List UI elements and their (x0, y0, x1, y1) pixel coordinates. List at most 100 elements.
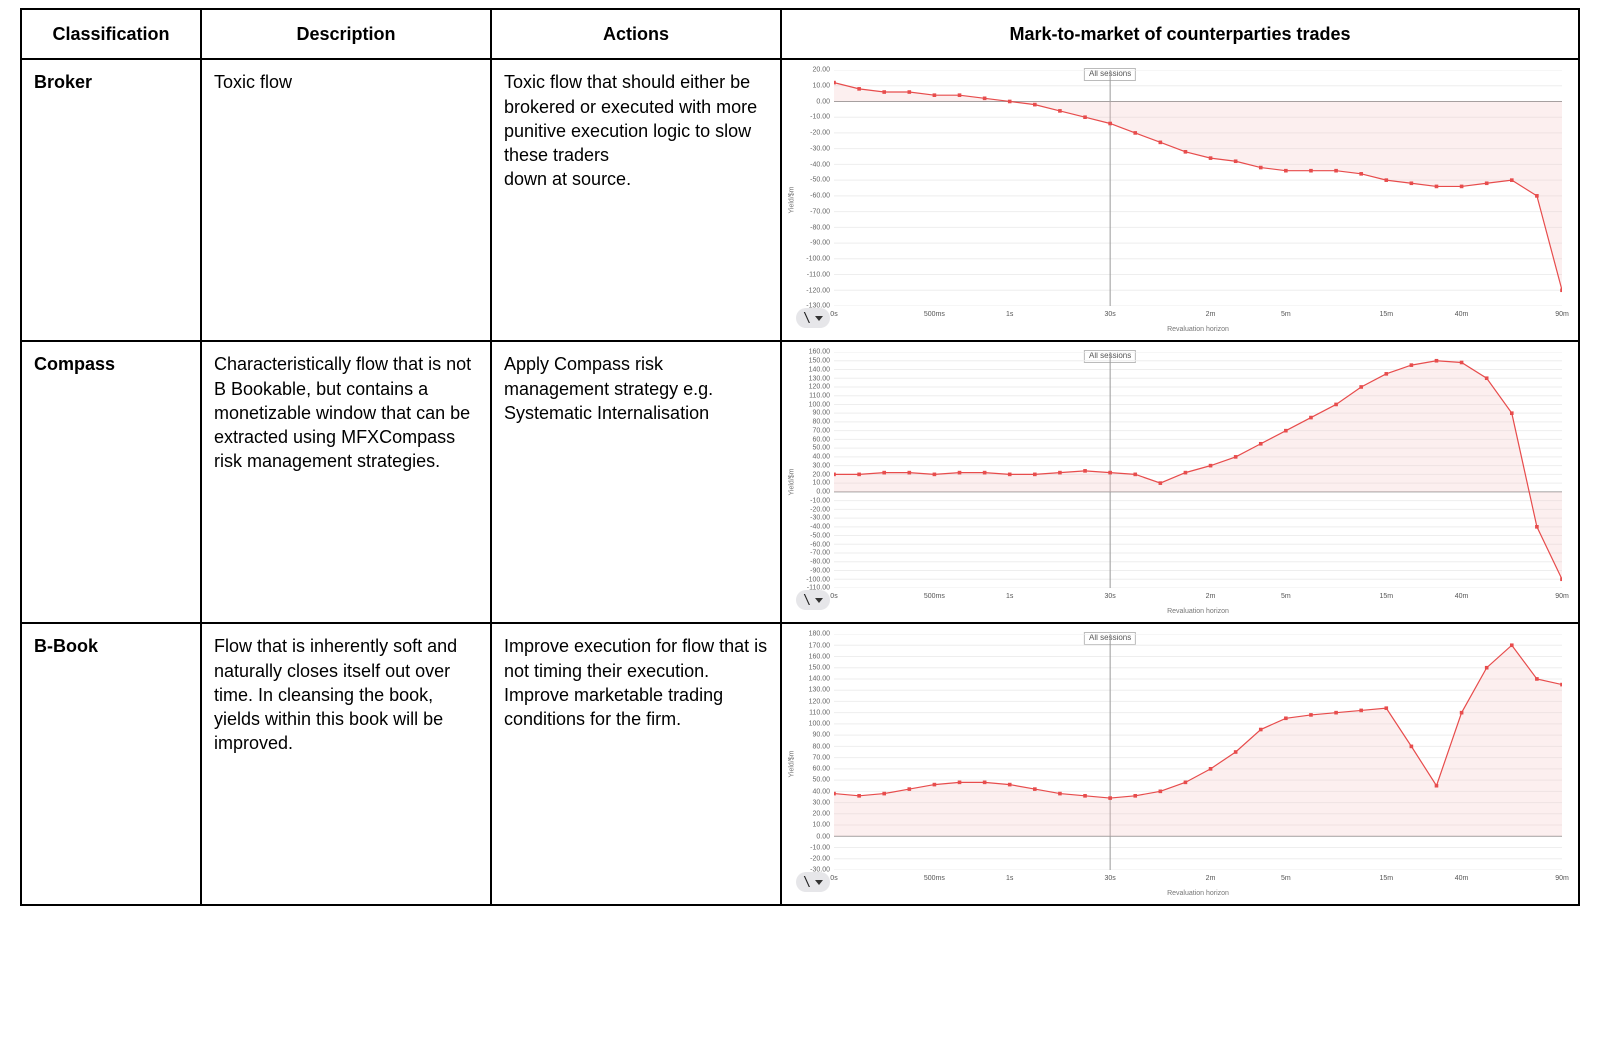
chart-menu-button[interactable]: \ (796, 872, 830, 892)
ytick-label: 80.00 (812, 742, 830, 751)
xtick-label: 0s (830, 874, 837, 883)
ytick-label: -10.00 (810, 113, 830, 122)
description-cell: Toxic flow (201, 59, 491, 341)
xtick-label: 0s (830, 310, 837, 319)
classification-cell: Broker (21, 59, 201, 341)
ytick-label: -60.00 (810, 540, 830, 549)
chart-cell: All sessions-130.00-120.00-110.00-100.00… (781, 59, 1579, 341)
ytick-label: 60.00 (812, 764, 830, 773)
y-axis-label: Yield/$m (787, 187, 796, 214)
ytick-label: 60.00 (812, 435, 830, 444)
table-row: BrokerToxic flowToxic flow that should e… (21, 59, 1579, 341)
mtm-chart (834, 352, 1562, 588)
ytick-label: 150.00 (809, 663, 830, 672)
ytick-label: 140.00 (809, 675, 830, 684)
ytick-label: -50.00 (810, 531, 830, 540)
xtick-label: 40m (1455, 310, 1469, 319)
ytick-label: 0.00 (816, 832, 830, 841)
x-axis-label: Revaluation horizon (834, 325, 1562, 334)
ytick-label: -20.00 (810, 129, 830, 138)
ytick-label: 10.00 (812, 81, 830, 90)
xtick-label: 5m (1281, 874, 1291, 883)
ytick-label: 120.00 (809, 697, 830, 706)
ytick-label: 70.00 (812, 753, 830, 762)
ytick-label: -90.00 (810, 239, 830, 248)
xtick-label: 1s (1006, 592, 1013, 601)
ytick-label: 0.00 (816, 97, 830, 106)
xtick-label: 500ms (924, 310, 945, 319)
xtick-label: 2m (1206, 874, 1216, 883)
ytick-label: -10.00 (810, 843, 830, 852)
ytick-label: -70.00 (810, 549, 830, 558)
xtick-label: 5m (1281, 592, 1291, 601)
table-row: CompassCharacteristically flow that is n… (21, 341, 1579, 623)
ytick-label: -110.00 (807, 270, 830, 279)
ytick-label: 10.00 (812, 821, 830, 830)
chart-container: All sessions-130.00-120.00-110.00-100.00… (794, 70, 1566, 330)
ytick-label: -30.00 (810, 514, 830, 523)
header-classification: Classification (21, 9, 201, 59)
ytick-label: 20.00 (812, 470, 830, 479)
xtick-label: 5m (1281, 310, 1291, 319)
xtick-label: 1s (1006, 310, 1013, 319)
ytick-label: 20.00 (812, 66, 830, 75)
ytick-label: 100.00 (809, 400, 830, 409)
actions-cell: Toxic flow that should either be brokere… (491, 59, 781, 341)
xtick-label: 15m (1379, 874, 1393, 883)
xtick-label: 2m (1206, 310, 1216, 319)
ytick-label: 130.00 (809, 686, 830, 695)
xtick-label: 1s (1006, 874, 1013, 883)
ytick-label: -100.00 (806, 254, 830, 263)
ytick-label: 180.00 (809, 630, 830, 639)
classification-cell: B-Book (21, 623, 201, 905)
xtick-label: 40m (1455, 874, 1469, 883)
chart-cell: All sessions-110.00-100.00-90.00-80.00-7… (781, 341, 1579, 623)
ytick-label: 50.00 (812, 444, 830, 453)
ytick-label: 90.00 (812, 409, 830, 418)
ytick-label: -120.00 (806, 286, 830, 295)
ytick-label: -50.00 (810, 176, 830, 185)
actions-cell: Apply Compass risk management strategy e… (491, 341, 781, 623)
table-row: B-BookFlow that is inherently soft and n… (21, 623, 1579, 905)
ytick-label: -10.00 (810, 496, 830, 505)
chart-menu-button[interactable]: \ (796, 308, 830, 328)
mtm-chart (834, 634, 1562, 870)
backslash-icon: \ (803, 594, 811, 607)
chart-container: All sessions-30.00-20.00-10.000.0010.002… (794, 634, 1566, 894)
caret-down-icon (815, 598, 823, 603)
xtick-label: 30s (1104, 592, 1115, 601)
ytick-label: 150.00 (809, 356, 830, 365)
ytick-label: 40.00 (812, 787, 830, 796)
ytick-label: 10.00 (812, 479, 830, 488)
ytick-label: -60.00 (810, 191, 830, 200)
xtick-label: 30s (1104, 874, 1115, 883)
x-axis-label: Revaluation horizon (834, 607, 1562, 616)
xtick-label: 15m (1379, 592, 1393, 601)
mtm-chart (834, 70, 1562, 306)
description-cell: Flow that is inherently soft and natural… (201, 623, 491, 905)
ytick-label: 20.00 (812, 809, 830, 818)
ytick-label: -90.00 (810, 566, 830, 575)
ytick-label: 130.00 (809, 374, 830, 383)
ytick-label: 30.00 (812, 798, 830, 807)
ytick-label: -100.00 (806, 575, 830, 584)
ytick-label: -20.00 (810, 854, 830, 863)
description-cell: Characteristically flow that is not B Bo… (201, 341, 491, 623)
xtick-label: 500ms (924, 592, 945, 601)
ytick-label: 50.00 (812, 776, 830, 785)
ytick-label: 160.00 (809, 348, 830, 357)
actions-cell: Improve execution for flow that is not t… (491, 623, 781, 905)
ytick-label: 140.00 (809, 365, 830, 374)
ytick-label: 110.00 (809, 391, 830, 400)
classification-cell: Compass (21, 341, 201, 623)
ytick-label: 30.00 (812, 461, 830, 470)
xtick-label: 15m (1379, 310, 1393, 319)
xtick-label: 0s (830, 592, 837, 601)
chart-cell: All sessions-30.00-20.00-10.000.0010.002… (781, 623, 1579, 905)
ytick-label: -40.00 (810, 160, 830, 169)
x-axis-label: Revaluation horizon (834, 889, 1562, 898)
chart-menu-button[interactable]: \ (796, 590, 830, 610)
ytick-label: 160.00 (809, 652, 830, 661)
header-chart: Mark-to-market of counterparties trades (781, 9, 1579, 59)
header-actions: Actions (491, 9, 781, 59)
